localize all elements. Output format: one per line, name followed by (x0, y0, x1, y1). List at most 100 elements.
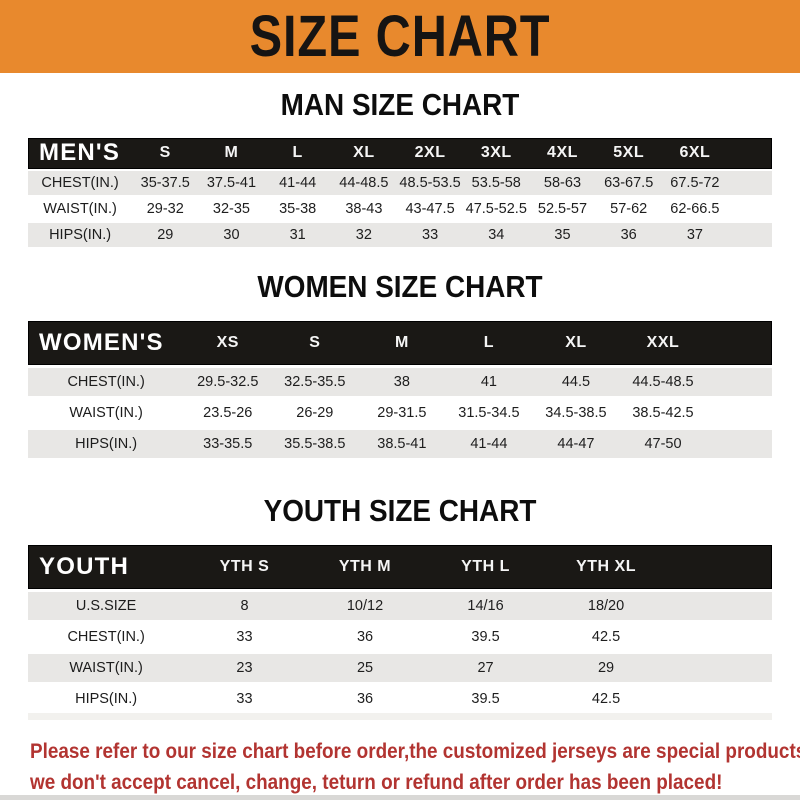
size-cell: 53.5-58 (471, 174, 521, 191)
table-row: HIPS(IN.) 33-35.5 35.5-38.5 38.5-41 41-44 44-… (28, 430, 772, 459)
column-header: YTH M (338, 557, 392, 575)
size-cell: 62-66.5 (670, 200, 720, 217)
bottom-edge-divider (0, 795, 800, 800)
table-row: WAIST(IN.) 23.5-26 26-29 29-31.5 31.5-34.5 34… (28, 399, 772, 428)
table-row: CHEST(IN.) 29.5-32.5 32.5-35.5 38 41 44.5 44.5… (28, 368, 772, 397)
table-row: HIPS(IN.) 33 36 39.5 42.5 (28, 684, 772, 713)
column-header: 6XL (679, 144, 711, 162)
table-group-label: MEN'S (39, 139, 121, 167)
column-header: YTH S (219, 557, 270, 575)
size-cell: 36 (356, 628, 374, 645)
size-cell: 34 (488, 226, 505, 243)
size-cell: 31 (289, 226, 306, 243)
size-cell: 44-47 (557, 436, 595, 453)
row-label: HIPS(IN.) (75, 690, 138, 707)
youth-chart-title: YOUTH SIZE CHART (263, 493, 537, 529)
size-cell: 52.5-57 (537, 200, 588, 217)
row-label: U.S.SIZE (75, 597, 137, 614)
column-header: S (309, 334, 321, 352)
size-cell: 31.5-34.5 (458, 405, 520, 422)
size-cell: 41 (480, 374, 497, 391)
man-size-table: MEN'S S M L XL 2XL 3XL 4XL 5XL 6XL CHEST(IN.) 35-37… (28, 137, 772, 247)
row-label: CHEST(IN.) (67, 628, 145, 645)
size-cell: 35-38 (279, 200, 317, 217)
table-row: HIPS(IN.) 29 30 31 32 33 34 35 36 37 (28, 222, 772, 247)
row-label: WAIST(IN.) (43, 200, 117, 217)
table-header-row: YOUTH YTH S YTH M YTH L YTH XL (28, 544, 772, 589)
size-cell: 42.5 (591, 690, 621, 707)
size-cell: 32.5-35.5 (284, 374, 346, 391)
size-cell: 39.5 (471, 628, 500, 645)
size-cell: 44-48.5 (339, 174, 389, 191)
size-cell: 23 (236, 659, 253, 676)
size-cell: 37 (686, 226, 703, 243)
table-header-row: MEN'S S M L XL 2XL 3XL 4XL 5XL 6XL (28, 137, 772, 169)
size-cell: 29 (597, 659, 615, 676)
size-cell: 32 (355, 226, 372, 243)
row-label: WAIST(IN.) (69, 405, 143, 422)
table-row: WAIST(IN.) 23 25 27 29 (28, 653, 772, 682)
column-header: YTH L (461, 557, 510, 575)
size-cell: 32-35 (212, 200, 250, 217)
order-notice-line-2: we don't accept cancel, change, teturn o… (30, 770, 723, 794)
column-header: XL (565, 334, 587, 352)
table-row: CHEST(IN.) 33 36 39.5 42.5 (28, 622, 772, 651)
row-label: HIPS(IN.) (49, 226, 112, 243)
size-cell: 29.5-32.5 (197, 374, 259, 391)
size-cell: 33-35.5 (203, 436, 253, 453)
size-cell: 43-47.5 (405, 200, 455, 217)
size-cell: 38.5-42.5 (632, 405, 694, 422)
table-header-row: WOMEN'S XS S M L XL XXL (28, 321, 772, 366)
women-chart-title: WOMEN SIZE CHART (257, 268, 543, 304)
women-size-chart-section: WOMEN SIZE CHART WOMEN'S XS S M L XL XXL CHEST(… (28, 247, 772, 459)
page-title: SIZE CHART (249, 3, 551, 69)
column-header: S (159, 144, 171, 162)
table-row: WAIST(IN.) 29-32 32-35 35-38 38-43 43-47.5 47.… (28, 196, 772, 221)
size-cell: 35-37.5 (140, 174, 190, 191)
size-cell: 48.5-53.5 (399, 174, 461, 191)
size-cell: 25 (356, 659, 374, 676)
size-cell: 35.5-38.5 (284, 436, 346, 453)
man-chart-title: MAN SIZE CHART (280, 87, 520, 122)
size-cell: 41-44 (279, 174, 317, 191)
size-cell: 18/20 (587, 597, 625, 614)
column-header: 4XL (547, 144, 578, 162)
size-cell: 30 (223, 226, 240, 243)
size-cell: 33 (236, 690, 253, 707)
size-cell: 29 (157, 226, 174, 243)
size-cell: 44.5 (561, 374, 591, 391)
size-cell: 39.5 (471, 690, 500, 707)
size-cell: 58-63 (543, 174, 582, 191)
size-cell: 33 (236, 628, 253, 645)
size-cell: 27 (477, 659, 494, 676)
size-cell: 37.5-41 (206, 174, 257, 191)
youth-size-chart-section: YOUTH SIZE CHART YOUTH YTH S YTH M YTH L YTH… (28, 458, 772, 720)
size-cell: 38-43 (345, 200, 383, 217)
size-cell: 23.5-26 (203, 405, 253, 422)
table-row: CHEST(IN.) 35-37.5 37.5-41 41-44 44-48.5 48.5… (28, 170, 772, 195)
row-label: CHEST(IN.) (67, 374, 145, 391)
size-cell: 29-31.5 (377, 405, 427, 422)
size-cell: 63-67.5 (604, 174, 654, 191)
size-cell: 29-32 (146, 200, 184, 217)
column-header: M (224, 144, 239, 162)
size-cell: 36 (620, 226, 637, 243)
size-cell: 34.5-38.5 (545, 405, 607, 422)
table-group-label: YOUTH (39, 552, 129, 580)
column-header: L (292, 144, 303, 162)
size-cell: 38 (393, 374, 410, 391)
size-cell: 57-62 (610, 200, 648, 217)
order-notice: Please refer to our size chart before or… (30, 736, 800, 798)
size-cell: 33 (422, 226, 439, 243)
column-header: XS (216, 334, 239, 352)
table-row: U.S.SIZE 8 10/12 14/16 18/20 (28, 591, 772, 620)
size-cell: 38.5-41 (377, 436, 427, 453)
size-cell: 41-44 (470, 436, 508, 453)
column-header: XXL (646, 334, 680, 352)
column-header: L (483, 334, 495, 352)
youth-size-table: YOUTH YTH S YTH M YTH L YTH XL U.S.SIZE 8 10/12… (28, 544, 772, 720)
size-cell: 44.5-48.5 (632, 374, 694, 391)
size-cell: 8 (240, 597, 249, 614)
size-cell: 35 (554, 226, 571, 243)
